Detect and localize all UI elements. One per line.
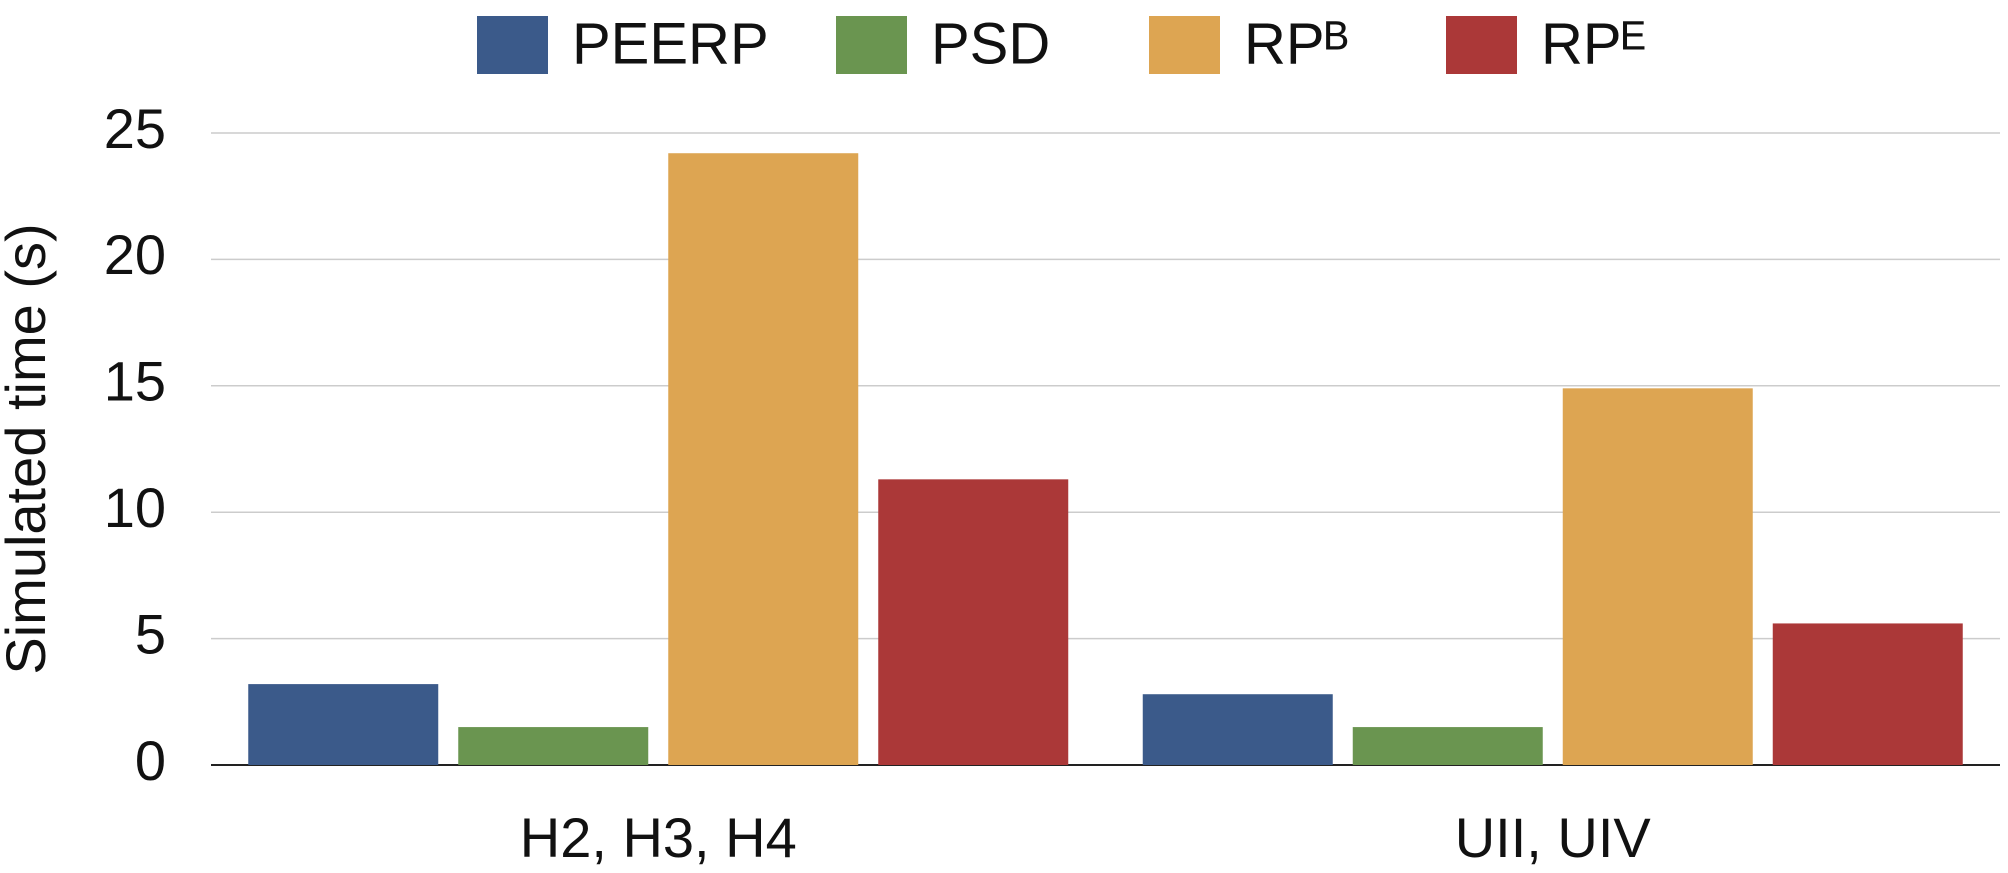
bar <box>1142 694 1333 765</box>
y-tick-label: 15 <box>104 350 166 413</box>
x-tick-label: UII, UIV <box>1455 806 1652 869</box>
legend-text: PEERP <box>572 11 769 76</box>
bar <box>1772 623 1963 765</box>
y-axis-label: Simulated time (s) <box>0 223 57 674</box>
bar <box>878 479 1069 765</box>
bar <box>1562 388 1753 765</box>
y-tick-label: 20 <box>104 223 166 286</box>
y-tick-label: 25 <box>104 97 166 160</box>
y-tick-label: 5 <box>135 602 166 665</box>
legend-swatch <box>836 16 907 74</box>
legend-text: PSD <box>931 11 1050 76</box>
bar <box>248 684 439 765</box>
bar <box>458 727 649 765</box>
legend-swatch <box>477 16 548 74</box>
bar <box>668 153 859 765</box>
legend-swatch <box>1446 16 1517 74</box>
y-tick-label: 10 <box>104 476 166 539</box>
legend-text: RPᴮ <box>1244 11 1349 76</box>
y-tick-label: 0 <box>135 729 166 792</box>
legend-swatch <box>1149 16 1220 74</box>
bar <box>1352 727 1543 765</box>
x-tick-label: H2, H3, H4 <box>520 806 797 869</box>
legend-text: RPᴱ <box>1541 11 1645 76</box>
